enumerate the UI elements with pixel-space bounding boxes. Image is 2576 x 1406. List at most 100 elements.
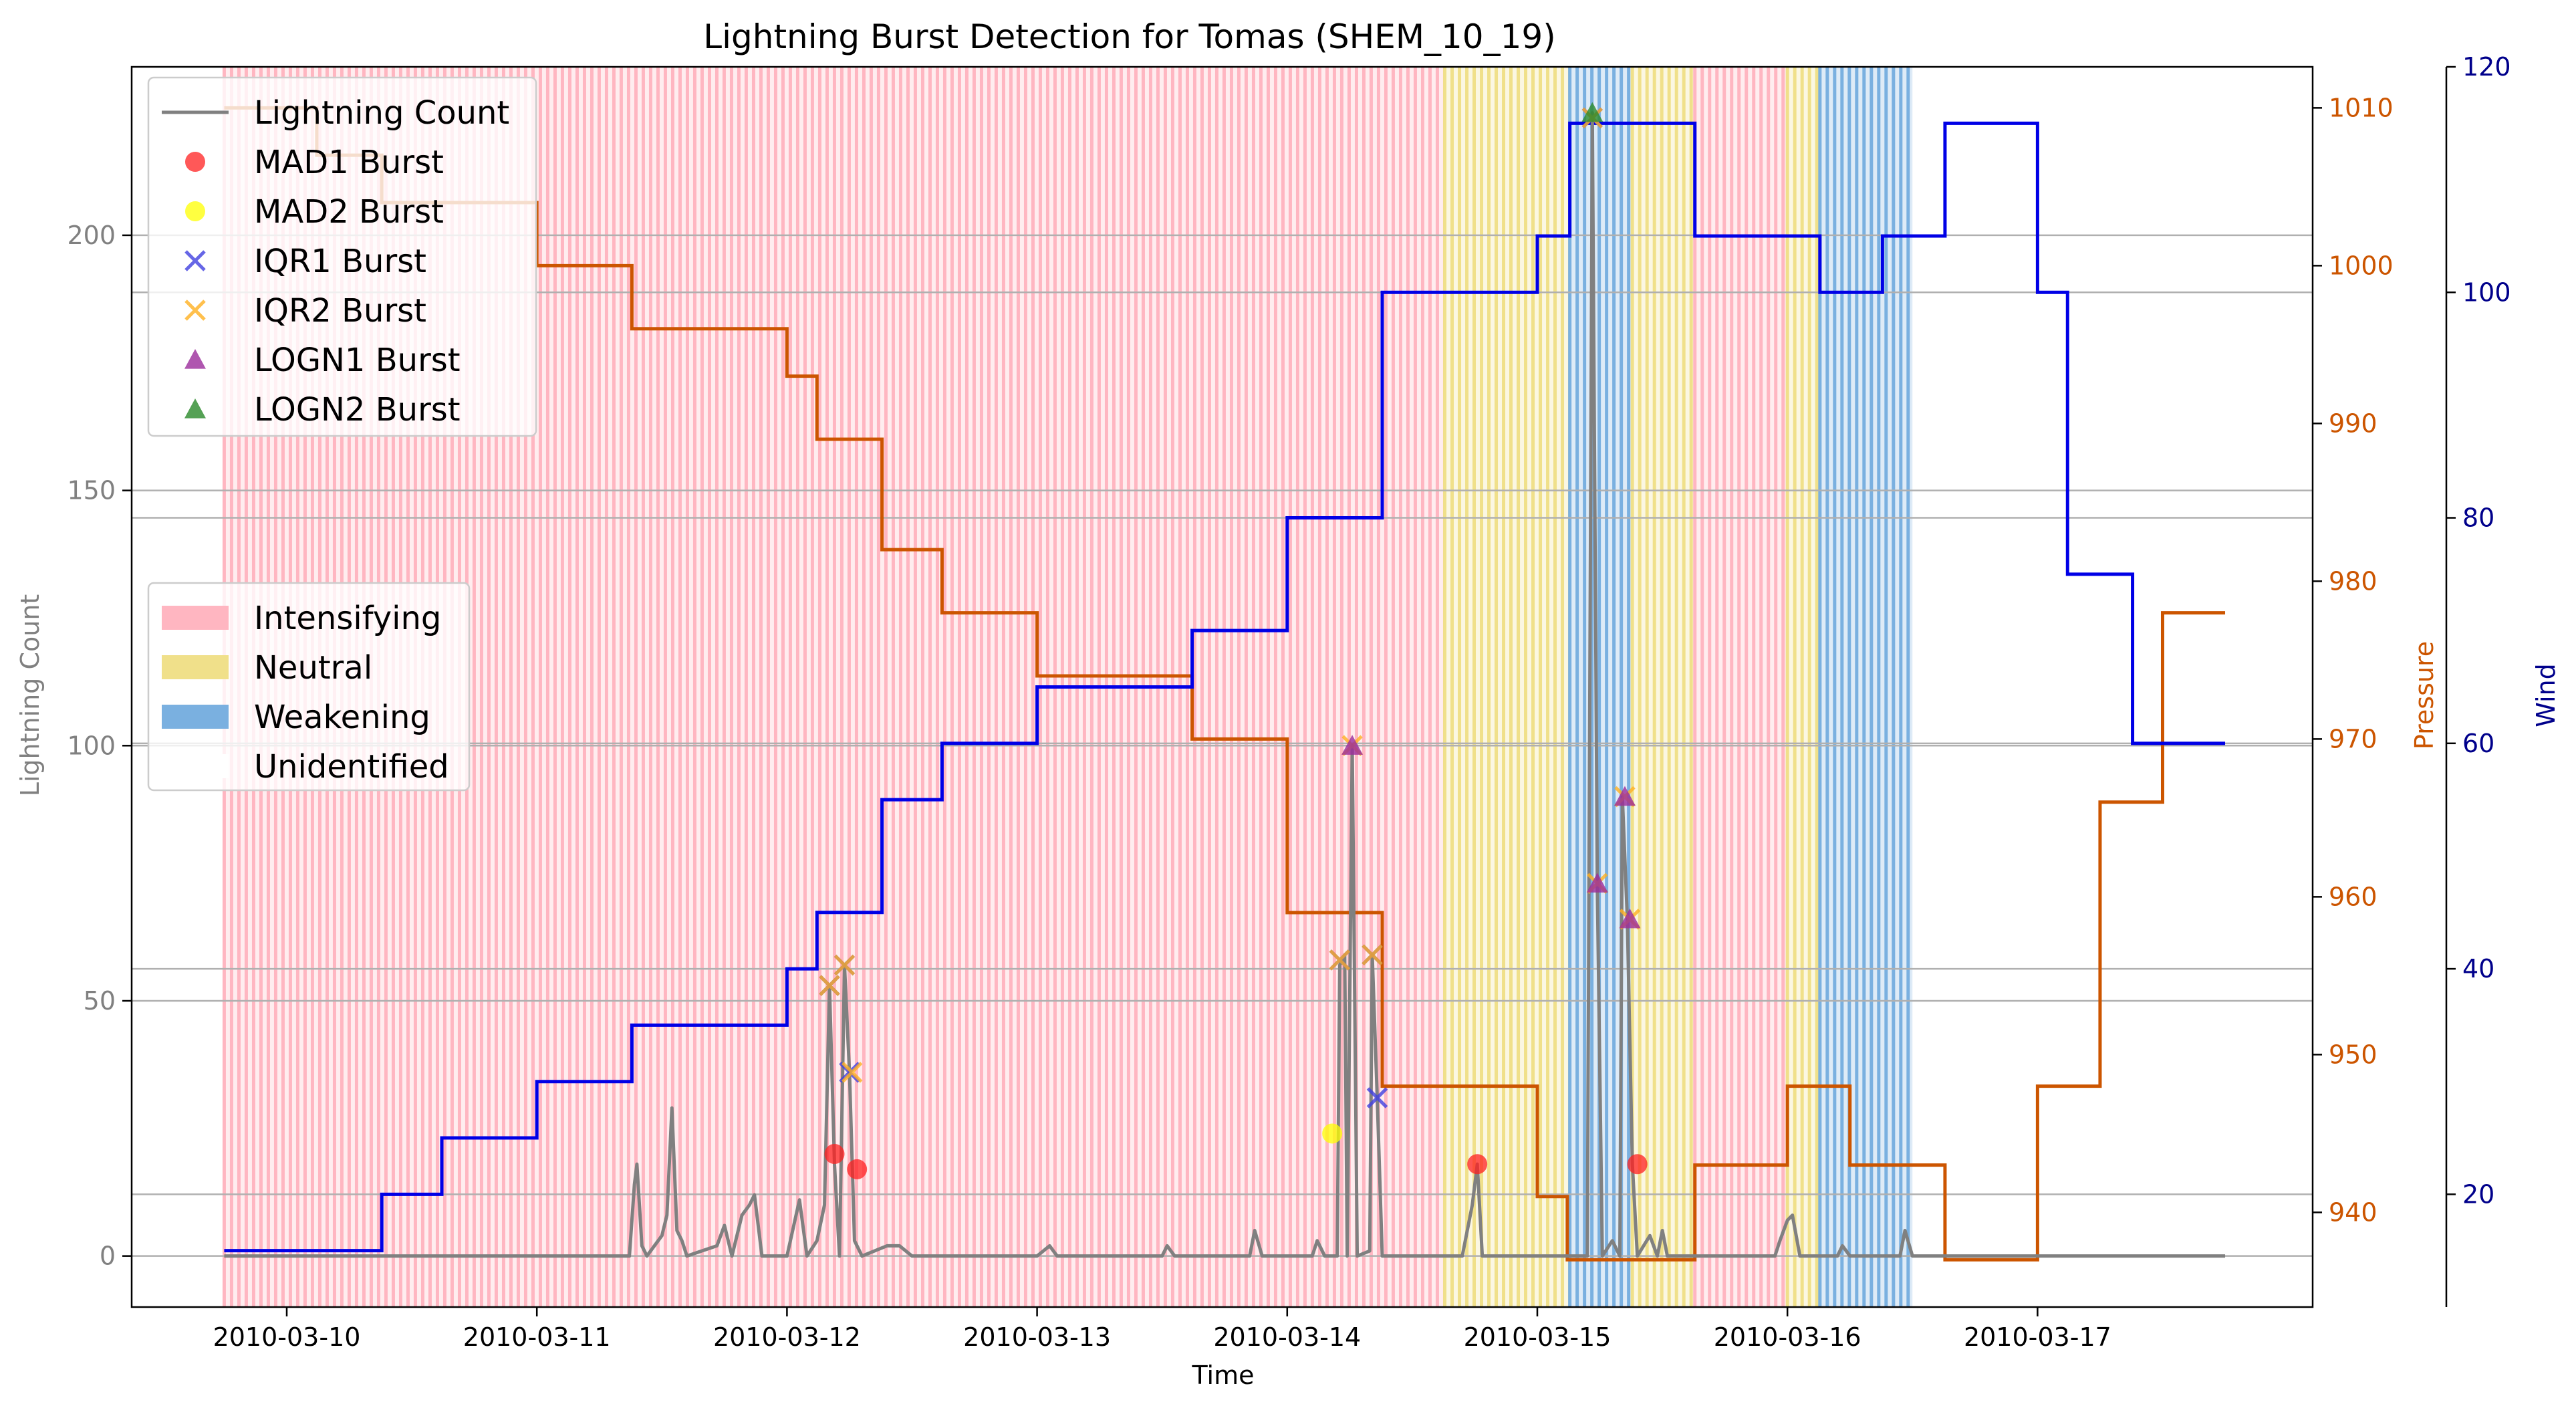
y-pressure-tick-label: 950 xyxy=(2329,1040,2377,1069)
legend-label: Intensifying xyxy=(254,600,441,637)
x-tick-label: 2010-03-16 xyxy=(1714,1322,1861,1352)
legend-phases: Intensifying Neutral Weakening Unidentified xyxy=(147,582,471,792)
x-tick-label: 2010-03-12 xyxy=(713,1322,861,1352)
legend-label: LOGN1 Burst xyxy=(254,342,461,379)
legend-label: IQR2 Burst xyxy=(254,292,426,330)
legend-label: LOGN2 Burst xyxy=(254,391,461,429)
legend-label: MAD2 Burst xyxy=(254,193,444,231)
phase-band-fill xyxy=(1632,67,1695,1307)
axes: 2010-03-10 2010-03-11 2010-03-12 2010-03-13… xyxy=(67,52,2510,1352)
y-pressure-tick-label: 970 xyxy=(2329,724,2377,753)
legend-entry-logn2-burst: LOGN2 Burst xyxy=(184,391,461,429)
iqr2-burst-marker xyxy=(819,975,840,996)
mad1-burst-marker xyxy=(1467,1154,1488,1175)
mad1-burst-marker xyxy=(847,1159,868,1179)
legend-label: Lightning Count xyxy=(254,94,509,132)
y-axis-label-lightning: Lightning Count xyxy=(15,594,45,797)
plot-frame xyxy=(130,66,2314,1308)
pressure-line xyxy=(224,106,2226,1262)
y-wind-tick-label: 20 xyxy=(2462,1179,2494,1209)
legend-entry-mad1-burst: MAD1 Burst xyxy=(185,144,444,181)
legend-phase-unidentified: Unidentified xyxy=(162,748,449,786)
y-wind-tick-label: 60 xyxy=(2462,729,2494,758)
y-wind-tick-label: 120 xyxy=(2462,52,2511,82)
legend-series-box xyxy=(147,76,537,437)
y-pressure-tick-label: 980 xyxy=(2329,566,2377,596)
x-tick-label: 2010-03-11 xyxy=(463,1322,611,1352)
iqr2-burst-marker xyxy=(1329,949,1351,971)
x-axis-label: Time xyxy=(1192,1361,1255,1390)
phase-band-weakening xyxy=(1818,67,1913,1307)
y-left-tick-label: 100 xyxy=(67,731,116,760)
legend-triangle-swatch xyxy=(184,398,206,419)
iqr1-burst-marker xyxy=(1366,1087,1388,1108)
x-tick-label: 2010-03-17 xyxy=(1964,1322,2111,1352)
iqr2-burst-marker xyxy=(841,1062,863,1083)
legend-phase-swatch xyxy=(162,606,229,630)
y-axis-label-wind: Wind xyxy=(2531,663,2561,727)
legend-x-swatch xyxy=(184,250,206,271)
phase-bands xyxy=(222,67,1913,1307)
legend-label: MAD1 Burst xyxy=(254,144,444,181)
y-pressure-tick-label: 960 xyxy=(2329,882,2377,911)
legend-entry-iqr2-burst: IQR2 Burst xyxy=(184,292,426,330)
x-tick-label: 2010-03-14 xyxy=(1213,1322,1361,1352)
iqr2-burst-marker xyxy=(1362,944,1383,966)
legend-triangle-swatch xyxy=(184,349,206,369)
legend-phase-swatch xyxy=(162,655,229,679)
x-tick-label: 2010-03-15 xyxy=(1464,1322,1612,1352)
y-wind-tick-label: 80 xyxy=(2462,503,2494,533)
y-pressure-tick-label: 940 xyxy=(2329,1197,2377,1227)
phase-band-intensifying xyxy=(1693,67,1788,1307)
x-tick-label: 2010-03-10 xyxy=(213,1322,361,1352)
y-left-tick-label: 200 xyxy=(67,221,116,250)
legend-entry-iqr1-burst: IQR1 Burst xyxy=(184,243,426,280)
chart-title: Lightning Burst Detection for Tomas (SHE… xyxy=(703,17,1555,56)
legend-label: Weakening xyxy=(254,699,430,736)
legend-entry-lightning-count: Lightning Count xyxy=(162,94,509,132)
y-axis-label-pressure: Pressure xyxy=(2410,641,2439,749)
y-wind-tick-label: 40 xyxy=(2462,954,2494,983)
wind-line xyxy=(224,121,2226,1253)
logn1-burst-marker xyxy=(1614,786,1636,806)
phase-band-neutral xyxy=(1630,67,1695,1307)
legend-circle-swatch xyxy=(185,201,205,221)
legend-label: Unidentified xyxy=(254,748,449,786)
phase-band-intensifying xyxy=(222,67,1446,1307)
logn1-burst-marker xyxy=(1586,872,1608,893)
legend-series: Lightning Count MAD1 Burst MAD2 Burst IQR1 … xyxy=(147,76,537,437)
series-layer xyxy=(224,106,2226,1262)
legend-phase-weakening: Weakening xyxy=(162,699,430,736)
legend-phase-swatch xyxy=(162,705,229,729)
legend-label: IQR1 Burst xyxy=(254,243,426,280)
phase-band-fill xyxy=(1444,67,1570,1307)
y-left-tick-label: 50 xyxy=(84,986,116,1016)
legend-x-swatch xyxy=(184,300,206,321)
phase-band-neutral xyxy=(1785,67,1820,1307)
logn2-burst-marker xyxy=(1581,102,1603,122)
mad2-burst-marker xyxy=(1322,1123,1343,1144)
iqr2-burst-marker xyxy=(833,954,856,976)
lightning-count-line xyxy=(224,111,2226,1258)
mad1-burst-marker xyxy=(1627,1154,1648,1175)
legend-circle-swatch xyxy=(185,152,205,172)
x-tick-label: 2010-03-13 xyxy=(963,1322,1111,1352)
y-pressure-tick-label: 1010 xyxy=(2329,93,2394,122)
legend-label: Neutral xyxy=(254,649,372,687)
legend-entry-mad2-burst: MAD2 Burst xyxy=(185,193,444,231)
y-left-tick-label: 150 xyxy=(67,476,116,505)
logn1-burst-marker xyxy=(1619,908,1641,929)
logn1-burst-marker xyxy=(1341,735,1364,755)
burst-markers xyxy=(819,102,1648,1179)
phase-band-neutral xyxy=(1443,67,1572,1307)
y-left-tick-label: 0 xyxy=(100,1242,116,1271)
y-pressure-tick-label: 990 xyxy=(2329,408,2377,438)
legend-phases-box xyxy=(147,582,471,792)
phase-band-weakening xyxy=(1568,67,1633,1307)
legend-phase-swatch xyxy=(162,754,229,778)
iqr1-burst-marker xyxy=(839,1062,860,1083)
legend-phase-intensifying: Intensifying xyxy=(162,600,441,637)
y-pressure-tick-label: 1000 xyxy=(2329,251,2394,280)
mad1-burst-marker xyxy=(824,1143,845,1164)
